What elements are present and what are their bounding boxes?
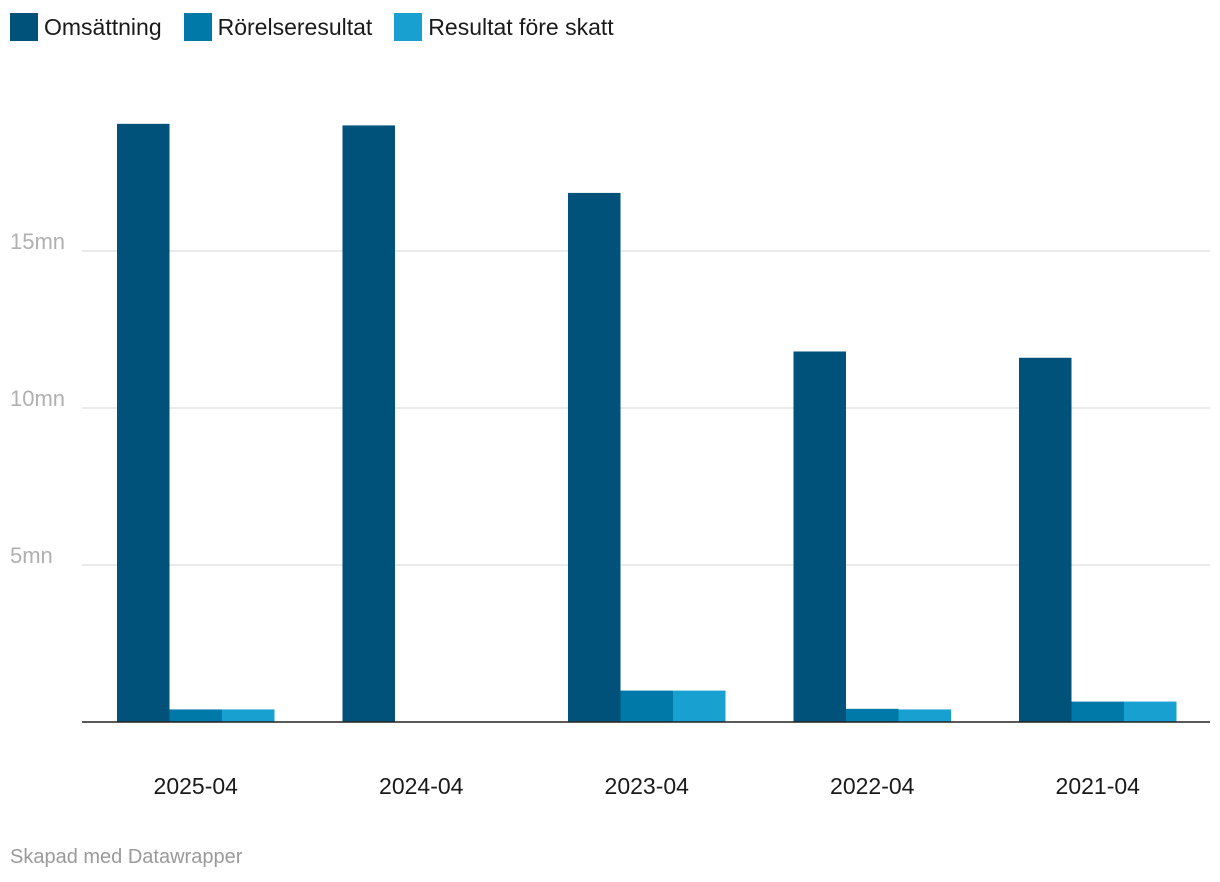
x-tick-label-2021-04: 2021-04 [1056, 773, 1141, 799]
x-tick-label-2024-04: 2024-04 [379, 773, 464, 799]
bar-2022-04-series-2 [898, 709, 951, 722]
legend-item-rorelseresultat: Rörelseresultat [183, 12, 373, 42]
bar-2022-04-series-0 [793, 351, 846, 722]
bar-2025-04-series-2 [222, 709, 275, 722]
legend-swatch-omsattning [10, 13, 38, 41]
y-tick-label-5mn: 5mn [10, 543, 53, 568]
legend-item-resultat-fore-skatt: Resultat före skatt [394, 12, 614, 42]
legend-swatch-rorelseresultat [183, 13, 212, 41]
legend-label-resultat-fore-skatt: Resultat före skatt [428, 14, 614, 40]
bar-2025-04-series-1 [169, 709, 222, 722]
legend: Omsättning Rörelseresultat Resultat före… [10, 12, 614, 42]
bar-2023-04-series-2 [673, 690, 726, 722]
footer-credit: Skapad med Datawrapper [10, 846, 243, 868]
bar-2021-04-series-2 [1124, 701, 1177, 722]
legend-label-rorelseresultat: Rörelseresultat [217, 14, 373, 40]
x-tick-label-2022-04: 2022-04 [830, 773, 915, 799]
legend-label-omsattning: Omsättning [44, 14, 162, 40]
bar-2025-04-series-0 [117, 123, 170, 722]
bars [117, 123, 1177, 722]
y-tick-label-10mn: 10mn [10, 386, 65, 411]
bar-2021-04-series-1 [1071, 701, 1124, 722]
x-tick-label-2023-04: 2023-04 [605, 773, 690, 799]
bar-2024-04-series-0 [342, 125, 395, 722]
y-tick-label-15mn: 15mn [10, 229, 65, 254]
bar-2022-04-series-1 [846, 708, 899, 722]
bar-2023-04-series-0 [568, 192, 621, 722]
y-axis-ticks: 5mn 10mn 15mn [10, 229, 65, 568]
legend-item-omsattning: Omsättning [10, 12, 162, 42]
x-tick-label-2025-04: 2025-04 [154, 773, 239, 799]
x-axis-ticks: 2025-04 2024-04 2023-04 2022-04 2021-04 [154, 773, 1141, 799]
bar-2021-04-series-0 [1019, 357, 1072, 722]
bar-2023-04-series-1 [620, 690, 673, 722]
legend-swatch-resultat-fore-skatt [394, 13, 423, 41]
